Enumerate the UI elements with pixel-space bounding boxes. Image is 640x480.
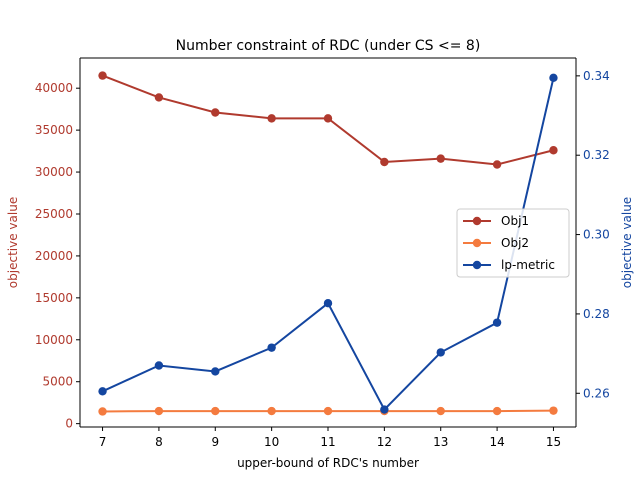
data-point-lp-metric bbox=[323, 299, 333, 308]
data-point-Obj2 bbox=[492, 406, 502, 416]
legend-label: Obj2 bbox=[501, 236, 529, 250]
data-point-lp-metric bbox=[549, 73, 558, 83]
x-tick-label: 12 bbox=[377, 435, 392, 449]
right-y-tick-label: 0.30 bbox=[583, 228, 610, 242]
x-tick-label: 13 bbox=[433, 435, 448, 449]
left-y-tick-label: 35000 bbox=[35, 123, 73, 137]
data-point-Obj2 bbox=[211, 406, 220, 416]
x-axis-label: upper-bound of RDC's number bbox=[237, 456, 419, 470]
legend-label: Obj1 bbox=[501, 214, 529, 228]
legend-label: lp-metric bbox=[501, 258, 555, 272]
legend-swatch-marker bbox=[472, 216, 482, 226]
x-tick-label: 9 bbox=[211, 435, 219, 449]
left-y-tick-label: 10000 bbox=[35, 333, 73, 347]
data-point-Obj1 bbox=[436, 154, 445, 163]
chart-title: Number constraint of RDC (under CS <= 8) bbox=[176, 38, 481, 54]
left-y-tick-label: 15000 bbox=[35, 291, 73, 305]
left-y-tick-label: 20000 bbox=[35, 249, 73, 263]
data-point-lp-metric bbox=[98, 387, 107, 396]
x-tick-label: 7 bbox=[99, 435, 107, 449]
data-point-lp-metric bbox=[436, 348, 445, 357]
data-point-lp-metric bbox=[267, 343, 276, 352]
data-point-Obj2 bbox=[154, 406, 164, 416]
plot-area bbox=[98, 71, 558, 416]
legend-swatch-marker bbox=[472, 238, 482, 248]
right-y-tick-label: 0.34 bbox=[583, 69, 610, 83]
data-point-Obj1 bbox=[154, 93, 164, 102]
left-y-tick-label: 0 bbox=[65, 417, 73, 431]
x-tick-label: 10 bbox=[264, 435, 279, 449]
left-y-tick-label: 30000 bbox=[35, 165, 73, 179]
data-point-Obj1 bbox=[323, 114, 333, 123]
right-y-tick-label: 0.26 bbox=[583, 386, 610, 400]
left-y-tick-label: 5000 bbox=[42, 375, 73, 389]
data-point-Obj2 bbox=[549, 406, 558, 415]
legend-box bbox=[456, 208, 570, 278]
x-tick-label: 14 bbox=[489, 435, 504, 449]
data-point-lp-metric bbox=[154, 361, 164, 370]
x-tick-label: 15 bbox=[546, 435, 561, 449]
right-y-tick-label: 0.28 bbox=[583, 307, 610, 321]
left-y-axis-label: objective value bbox=[6, 197, 20, 288]
data-point-Obj2 bbox=[98, 407, 107, 416]
data-point-lp-metric bbox=[380, 405, 389, 414]
data-point-Obj1 bbox=[267, 114, 276, 123]
right-y-axis-label: objective value bbox=[620, 197, 634, 288]
data-point-Obj2 bbox=[436, 406, 445, 416]
left-y-tick-label: 25000 bbox=[35, 207, 73, 221]
data-point-Obj1 bbox=[211, 108, 220, 117]
left-y-tick-label: 40000 bbox=[35, 81, 73, 95]
axes: 7 8 9 10 11 12 13 14 15 0 5000 10000 15000 20000 25000… bbox=[35, 57, 610, 449]
data-point-Obj1 bbox=[492, 160, 502, 169]
x-tick-label: 8 bbox=[155, 435, 163, 449]
data-point-Obj1 bbox=[549, 146, 558, 155]
data-point-lp-metric bbox=[492, 318, 502, 327]
legend-swatch-marker bbox=[472, 260, 482, 270]
data-point-Obj1 bbox=[380, 157, 389, 167]
legend: Obj1 Obj2 lp-metric bbox=[456, 208, 570, 278]
data-point-Obj1 bbox=[98, 71, 107, 80]
data-point-Obj2 bbox=[323, 406, 333, 416]
data-point-Obj2 bbox=[267, 406, 276, 416]
x-tick-label: 11 bbox=[320, 435, 335, 449]
right-y-tick-label: 0.32 bbox=[583, 148, 610, 162]
data-point-lp-metric bbox=[211, 367, 220, 376]
